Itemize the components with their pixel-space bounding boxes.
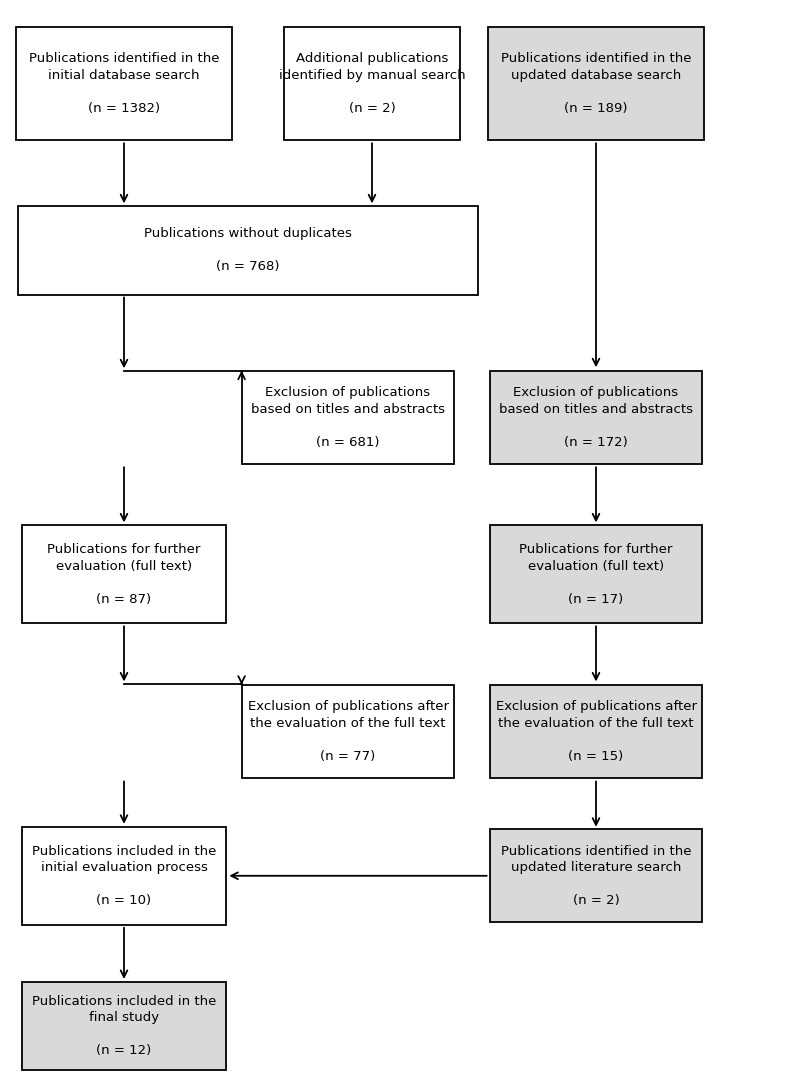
Bar <box>22 826 226 924</box>
Text: Publications identified in the
updated database search

(n = 189): Publications identified in the updated d… <box>501 52 691 114</box>
Text: Publications for further
evaluation (full text)

(n = 17): Publications for further evaluation (ful… <box>519 543 673 606</box>
Text: Publications included in the
initial evaluation process

(n = 10): Publications included in the initial eva… <box>32 845 216 907</box>
Bar <box>490 370 702 464</box>
Text: Exclusion of publications
based on titles and abstracts

(n = 172): Exclusion of publications based on title… <box>499 386 693 448</box>
Bar <box>22 982 226 1070</box>
Text: Additional publications
identified by manual search

(n = 2): Additional publications identified by ma… <box>278 52 466 114</box>
Text: Publications included in the
final study

(n = 12): Publications included in the final study… <box>32 995 216 1057</box>
Bar <box>242 370 454 464</box>
Text: Publications identified in the
updated literature search

(n = 2): Publications identified in the updated l… <box>501 845 691 907</box>
Bar <box>22 525 226 623</box>
Text: Publications identified in the
initial database search

(n = 1382): Publications identified in the initial d… <box>29 52 219 114</box>
Bar <box>242 685 454 778</box>
Bar <box>16 27 232 140</box>
Bar <box>488 27 704 140</box>
Bar <box>490 525 702 623</box>
Text: Exclusion of publications after
the evaluation of the full text

(n = 77): Exclusion of publications after the eval… <box>247 700 449 762</box>
Text: Exclusion of publications
based on titles and abstracts

(n = 681): Exclusion of publications based on title… <box>251 386 445 448</box>
Text: Exclusion of publications after
the evaluation of the full text

(n = 15): Exclusion of publications after the eval… <box>495 700 697 762</box>
Text: Publications for further
evaluation (full text)

(n = 87): Publications for further evaluation (ful… <box>47 543 201 606</box>
Bar <box>490 685 702 778</box>
Bar <box>284 27 460 140</box>
Bar <box>490 829 702 922</box>
Text: Publications without duplicates

(n = 768): Publications without duplicates (n = 768… <box>144 228 352 273</box>
Bar <box>18 206 478 295</box>
